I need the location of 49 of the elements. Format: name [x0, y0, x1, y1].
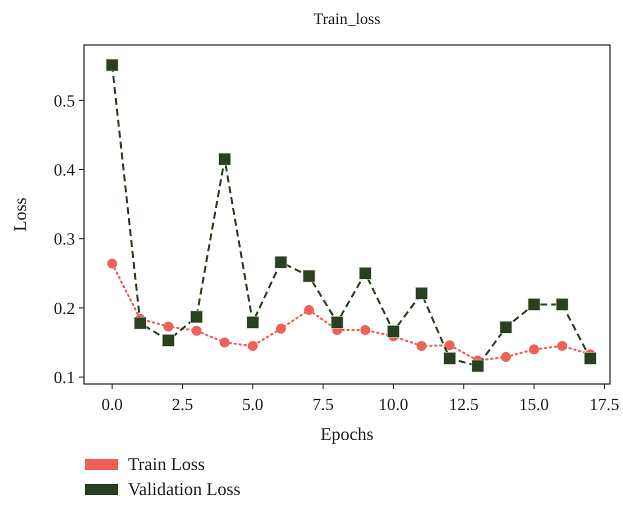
- point: [500, 352, 511, 362]
- point: [330, 316, 344, 329]
- point: [584, 352, 597, 365]
- point: [416, 340, 427, 351]
- point: [134, 316, 147, 330]
- point: [471, 360, 484, 372]
- point: [302, 270, 316, 282]
- point: [528, 298, 540, 311]
- point: [162, 334, 175, 347]
- point: [556, 298, 568, 311]
- point: [360, 325, 370, 336]
- y-tick-label: 0.4: [54, 160, 76, 180]
- point: [274, 256, 288, 269]
- point: [557, 340, 568, 351]
- point: [444, 340, 455, 350]
- point: [500, 320, 512, 334]
- x-tick-label: 0.0: [102, 395, 123, 414]
- point: [218, 152, 231, 166]
- point: [529, 344, 540, 354]
- point: [246, 316, 260, 329]
- point: [415, 287, 428, 300]
- point: [220, 337, 230, 348]
- x-tick-label: 2.5: [172, 395, 194, 414]
- x-tick-label: 15.0: [519, 395, 549, 414]
- x-tick-label: 10.0: [378, 395, 408, 414]
- x-axis-title: Epochs: [320, 424, 374, 444]
- point: [106, 58, 118, 72]
- x-tick-label: 12.5: [448, 395, 479, 414]
- point: [304, 304, 314, 315]
- point: [358, 267, 372, 280]
- x-tick-label: 5.0: [242, 395, 264, 414]
- y-axis-title: Loss: [10, 197, 30, 232]
- point: [190, 310, 203, 324]
- point: [192, 326, 202, 336]
- x-tick-label: 7.5: [312, 395, 334, 414]
- y-tick-label: 0.1: [54, 368, 75, 388]
- point: [107, 258, 118, 269]
- legend-label: Train Loss: [128, 454, 205, 474]
- point: [387, 325, 400, 338]
- point: [276, 324, 286, 334]
- point: [163, 322, 174, 332]
- y-tick-label: 0.5: [54, 91, 75, 110]
- chart-title: Train_loss: [314, 11, 380, 28]
- legend-label: Validation Loss: [128, 479, 240, 499]
- y-tick-label: 0.3: [54, 230, 75, 249]
- x-tick-label: 17.5: [590, 395, 620, 414]
- y-tick-label: 0.2: [54, 298, 75, 318]
- point: [248, 340, 258, 351]
- point: [443, 352, 456, 365]
